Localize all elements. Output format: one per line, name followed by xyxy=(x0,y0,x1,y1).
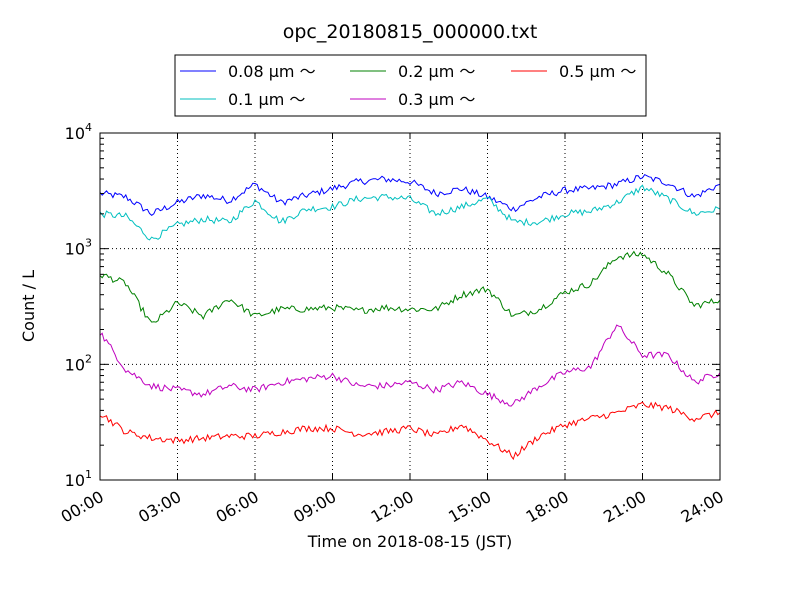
y-tick-label: 102 xyxy=(65,352,92,374)
y-tick-label: 103 xyxy=(65,237,92,259)
x-tick-label: 21:00 xyxy=(600,487,649,527)
legend: 0.08 μm ～ 0.1 μm ～ 0.2 μm ～ 0.3 μm ～ 0.5 μm … xyxy=(174,54,647,117)
x-tick-label: 09:00 xyxy=(290,487,339,527)
x-tick-label: 12:00 xyxy=(368,487,417,527)
x-tick-label: 18:00 xyxy=(523,487,572,527)
x-tick-label: 06:00 xyxy=(213,487,262,527)
legend-label-4: 0.5 μm ～ xyxy=(559,62,636,81)
x-tick-label: 24:00 xyxy=(678,487,727,527)
x-tick-label: 00:00 xyxy=(58,487,107,527)
legend-label-0: 0.08 μm ～ xyxy=(228,62,316,81)
chart-title: opc_20180815_000000.txt xyxy=(283,21,538,43)
y-axis-label: Count / L xyxy=(19,270,38,342)
series-line-2 xyxy=(99,250,721,323)
legend-label-1: 0.1 μm ～ xyxy=(228,90,305,109)
y-tick-labels: 101 102 103 104 xyxy=(65,121,92,490)
legend-label-2: 0.2 μm ～ xyxy=(398,62,475,81)
y-tick-label: 101 xyxy=(65,468,92,490)
x-tick-labels: 00:00 03:00 06:00 09:00 12:00 15:00 18:00 21:00… xyxy=(58,487,727,527)
series-lines xyxy=(99,173,721,461)
x-axis-label: Time on 2018-08-15 (JST) xyxy=(307,532,512,551)
legend-label-3: 0.3 μm ～ xyxy=(398,90,475,109)
series-line-4 xyxy=(99,401,721,461)
grid-lines xyxy=(100,133,720,480)
legend-frame xyxy=(174,54,647,117)
x-tick-label: 03:00 xyxy=(135,487,184,527)
series-line-0 xyxy=(99,173,721,217)
y-tick-label: 104 xyxy=(65,121,92,143)
series-line-1 xyxy=(99,184,721,241)
plot-area xyxy=(100,133,720,480)
axis-ticks xyxy=(99,132,721,481)
x-tick-label: 15:00 xyxy=(445,487,494,527)
series-line-3 xyxy=(99,324,721,407)
